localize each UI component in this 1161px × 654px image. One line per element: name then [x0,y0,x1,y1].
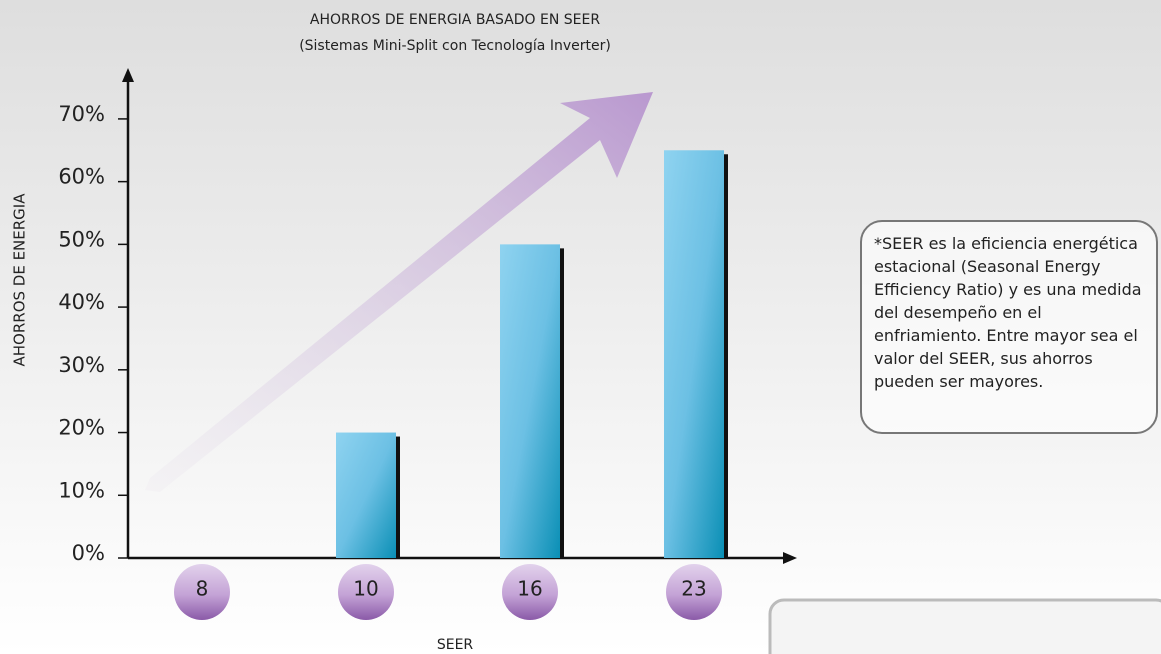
bar-shadow [724,154,728,559]
bar-shadow [560,248,564,558]
ac-unit [768,598,1161,654]
x-tick-label: 16 [517,577,542,601]
x-tick-label: 23 [681,577,706,601]
chart-subtitle: (Sistemas Mini-Split con Tecnología Inve… [299,38,611,54]
category-badge [338,564,394,620]
y-tick-label: 0% [72,541,105,565]
y-tick-label: 20% [58,416,105,440]
category-badge [666,564,722,620]
chart-title: AHORROS DE ENERGIA BASADO EN SEER [310,12,600,28]
bar [336,432,396,558]
annotation: *SEER es la eficiencia energética estaci… [860,220,1158,434]
y-axis-label: AHORROS DE ENERGIA [11,193,29,367]
y-tick-label: 50% [58,227,105,251]
category-badge [502,564,558,620]
trend-arrow [145,92,653,492]
x-tick-label: 10 [353,577,378,601]
y-axis-arrow [122,68,134,82]
bar [664,150,724,559]
y-tick-label: 10% [58,478,105,502]
x-tick-label: 8 [196,577,209,601]
y-tick-label: 60% [58,165,105,189]
x-axis-label: SEER [437,637,474,653]
category-badge [174,564,230,620]
y-tick-label: 70% [58,102,105,126]
y-tick-label: 40% [58,290,105,314]
y-tick-label: 30% [58,353,105,377]
bar [500,244,560,558]
x-axis-arrow [783,552,797,564]
bar-shadow [396,436,400,558]
